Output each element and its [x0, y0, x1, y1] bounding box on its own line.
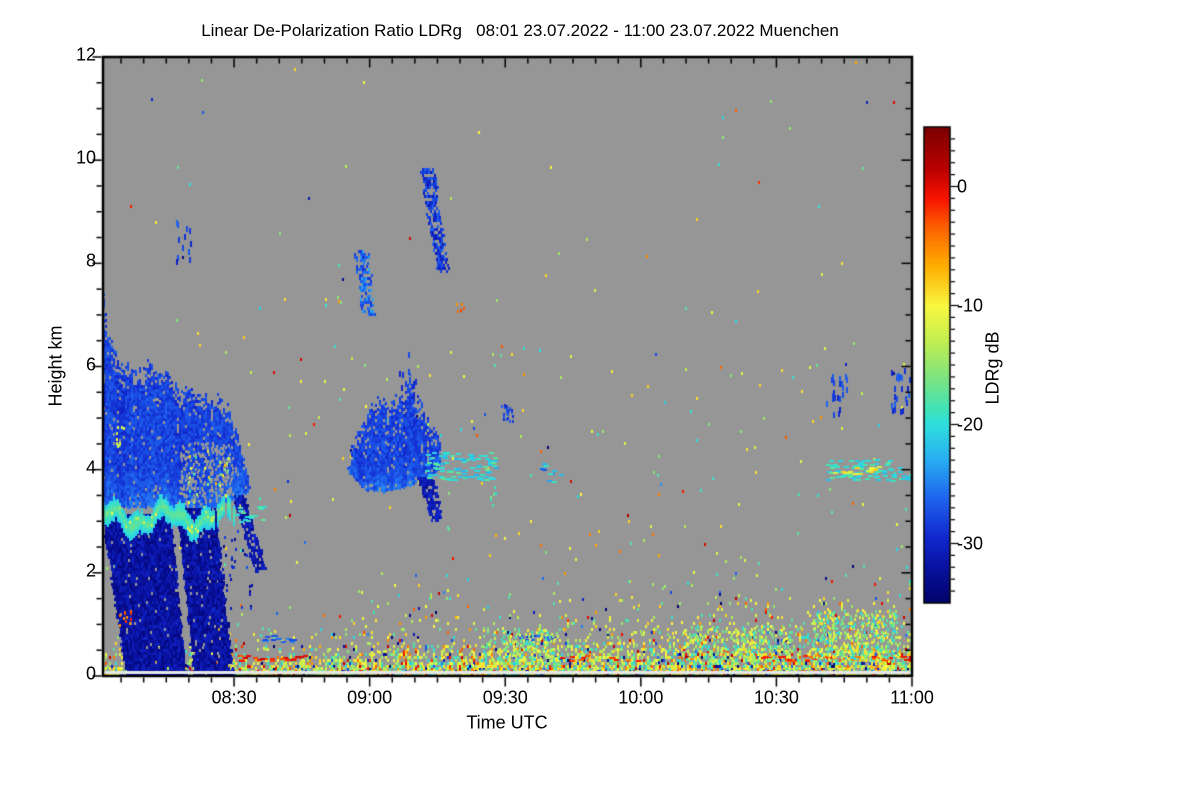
y-tick-label: 0: [85, 663, 96, 684]
x-tick-label: 11:00: [890, 687, 934, 708]
x-tick-label: 09:00: [347, 687, 393, 708]
x-tick-label: 10:30: [753, 687, 799, 708]
x-tick-label: 10:00: [618, 687, 664, 708]
colorbar-tick-label: -20: [957, 414, 984, 434]
y-tick-label: 10: [75, 147, 96, 168]
y-tick-label: 4: [85, 457, 96, 478]
y-tick-label: 8: [85, 250, 96, 271]
colorbar-tick-label: -10: [957, 295, 984, 315]
colorbar-tick-label: -30: [957, 533, 984, 553]
y-tick-label: 6: [85, 354, 96, 374]
y-tick-label: 2: [85, 560, 96, 581]
colorbar-tick-label: 0: [957, 176, 968, 196]
y-axis-label: Height km: [45, 325, 66, 407]
x-axis-label: Time UTC: [466, 712, 548, 733]
x-tick-label: 09:30: [482, 687, 528, 708]
x-tick-label: 08:30: [211, 687, 257, 708]
chart-title: Linear De-Polarization Ratio LDRg 08:01 …: [201, 21, 839, 40]
y-tick-label: 12: [75, 44, 96, 65]
colorbar-label: LDRg dB: [982, 331, 1003, 405]
